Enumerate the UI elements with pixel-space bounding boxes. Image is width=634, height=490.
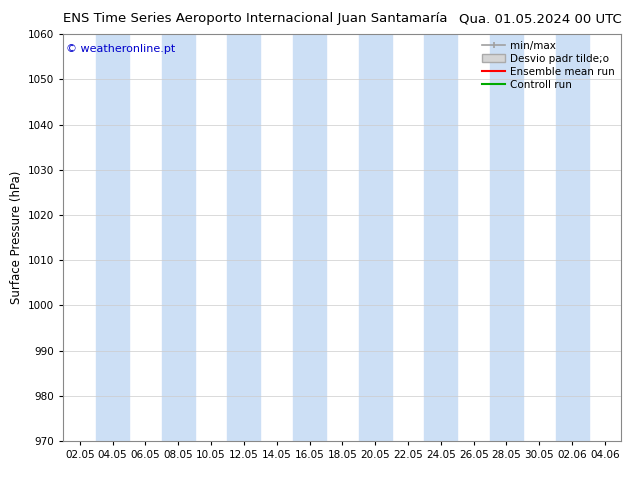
Text: Qua. 01.05.2024 00 UTC: Qua. 01.05.2024 00 UTC — [458, 12, 621, 25]
Bar — [293, 34, 326, 441]
Legend: min/max, Desvio padr tilde;o, Ensemble mean run, Controll run: min/max, Desvio padr tilde;o, Ensemble m… — [478, 36, 619, 94]
Text: © weatheronline.pt: © weatheronline.pt — [66, 45, 176, 54]
Bar — [555, 34, 588, 441]
Y-axis label: Surface Pressure (hPa): Surface Pressure (hPa) — [10, 171, 23, 304]
Bar — [96, 34, 129, 441]
Bar — [228, 34, 261, 441]
Bar — [490, 34, 523, 441]
Bar — [424, 34, 457, 441]
Bar — [162, 34, 195, 441]
Text: ENS Time Series Aeroporto Internacional Juan Santamaría: ENS Time Series Aeroporto Internacional … — [63, 12, 448, 25]
Bar — [359, 34, 392, 441]
